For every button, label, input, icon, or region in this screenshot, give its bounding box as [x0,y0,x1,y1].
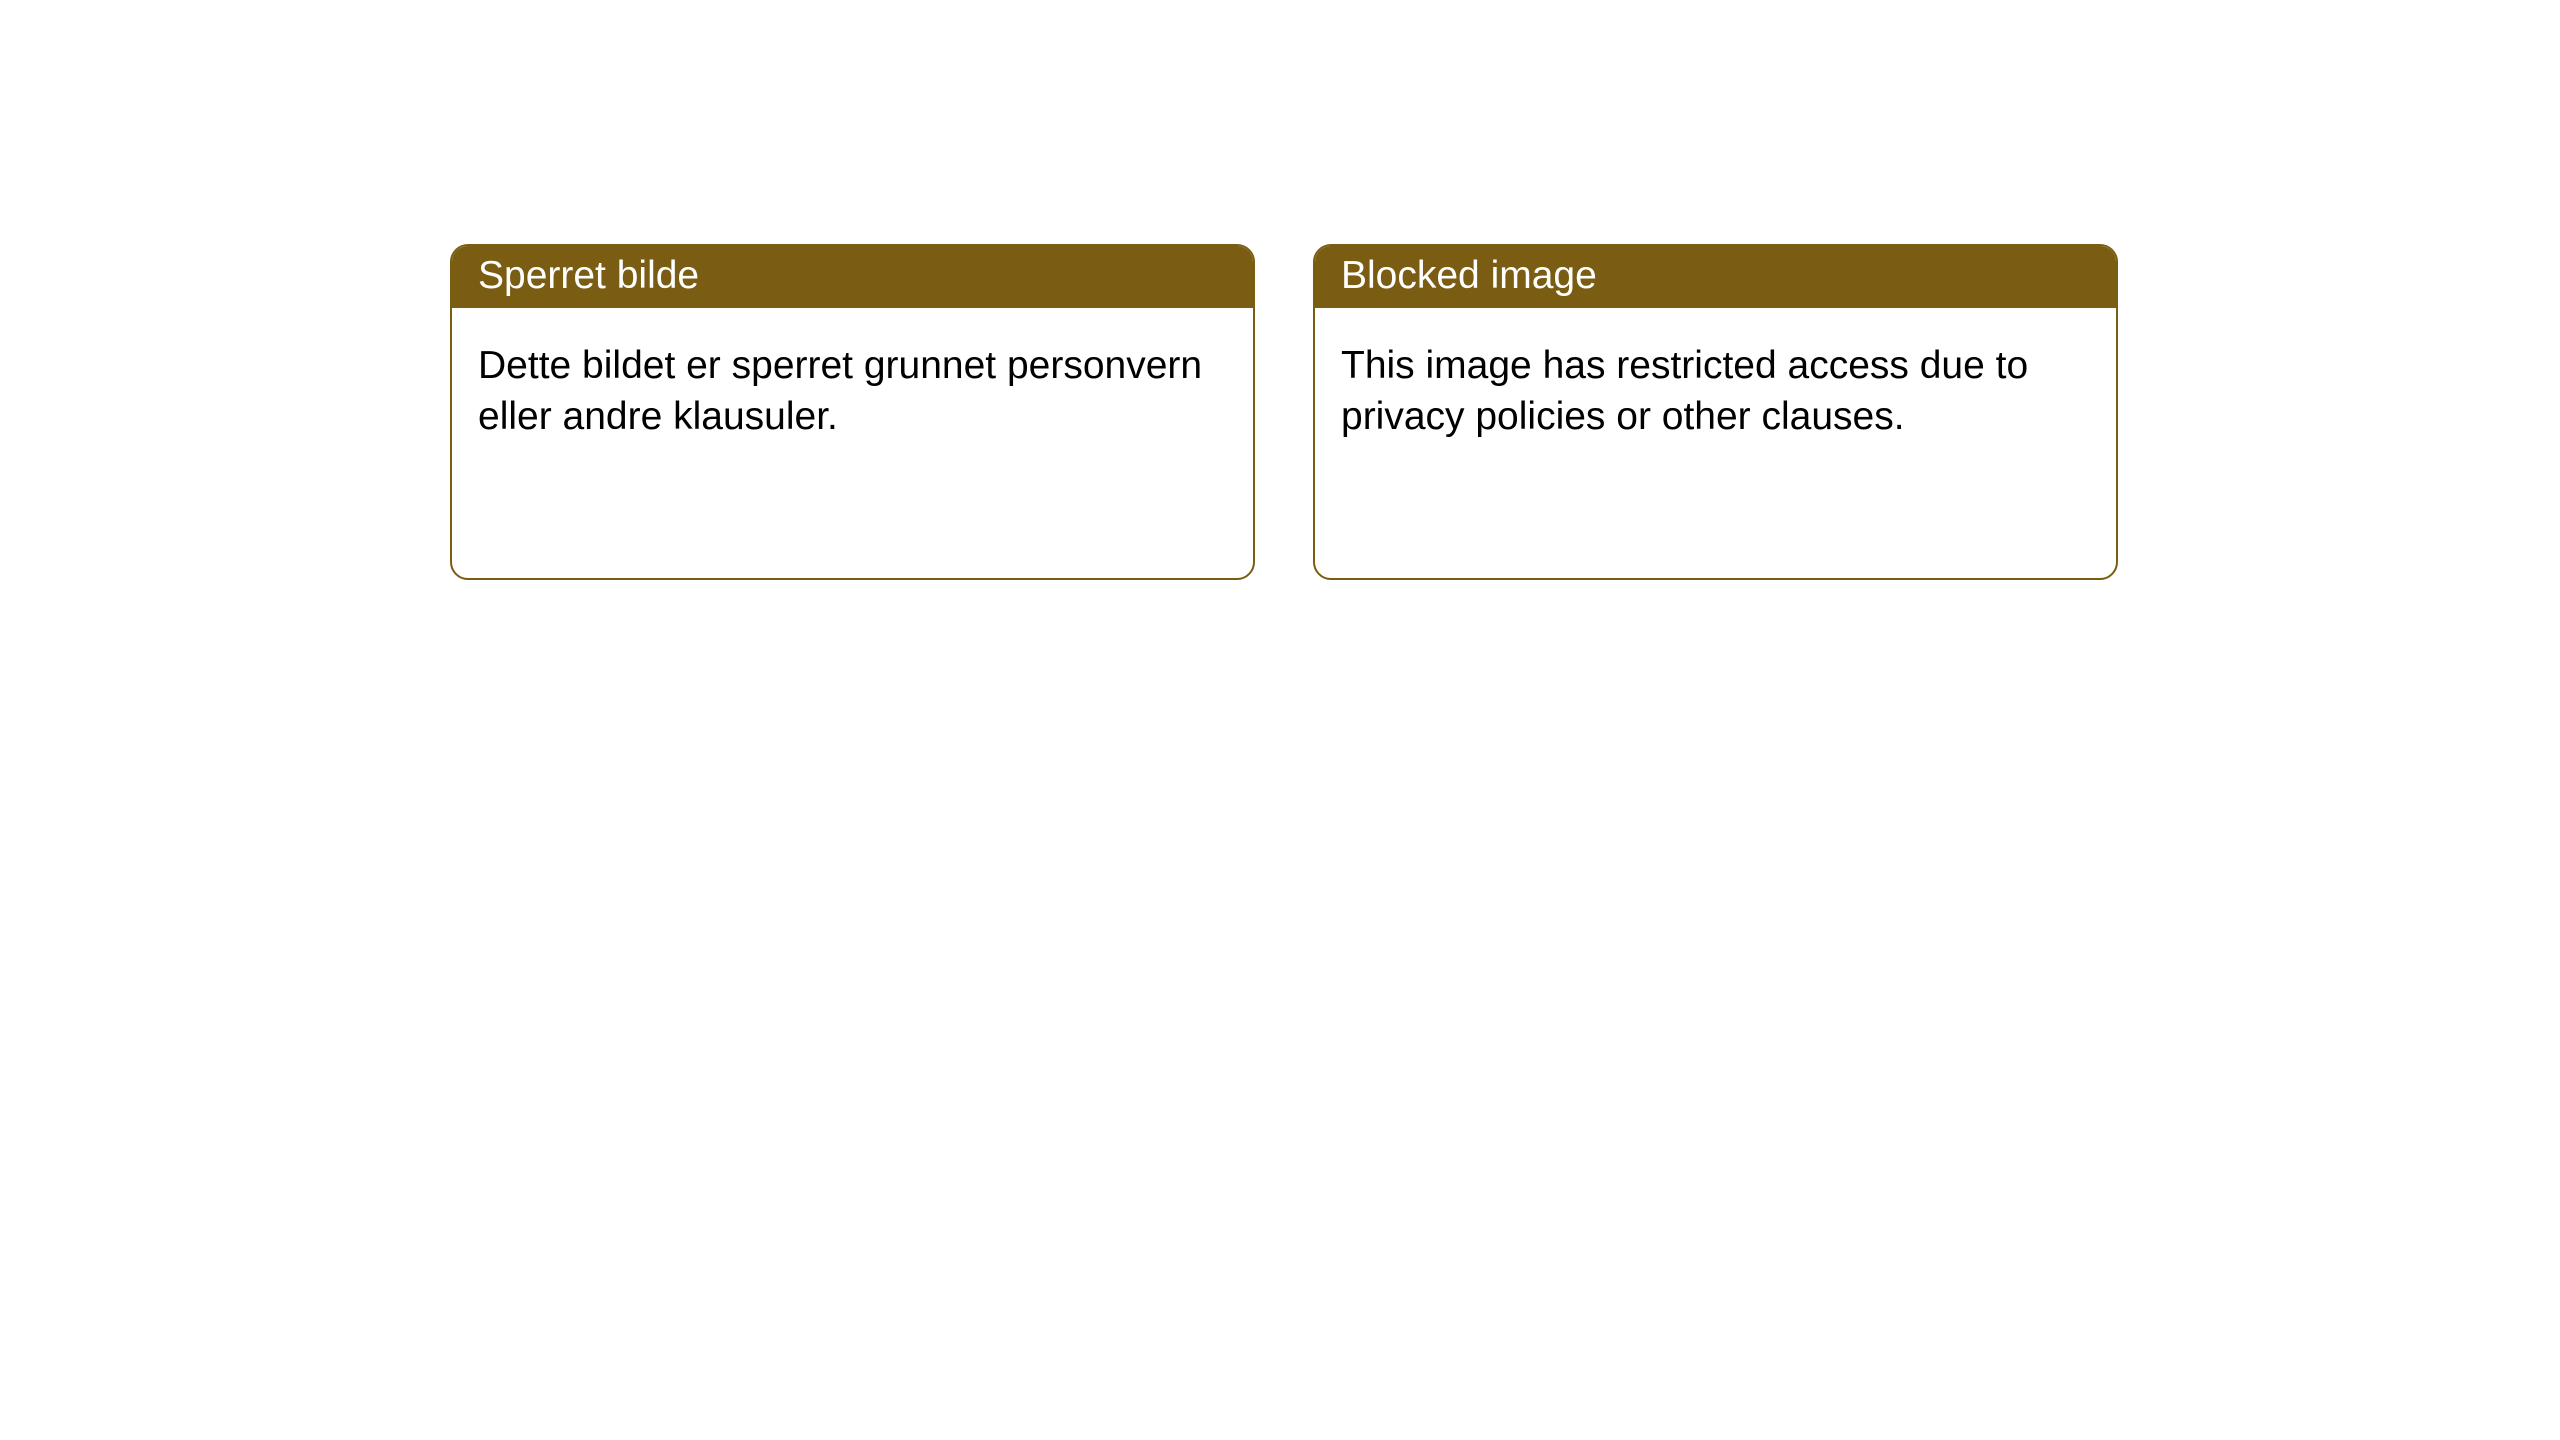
notice-card-english: Blocked image This image has restricted … [1313,244,2118,580]
notice-container: Sperret bilde Dette bildet er sperret gr… [0,0,2560,580]
notice-title: Sperret bilde [452,246,1253,308]
notice-card-norwegian: Sperret bilde Dette bildet er sperret gr… [450,244,1255,580]
notice-body: Dette bildet er sperret grunnet personve… [452,308,1253,475]
notice-title: Blocked image [1315,246,2116,308]
notice-body: This image has restricted access due to … [1315,308,2116,475]
